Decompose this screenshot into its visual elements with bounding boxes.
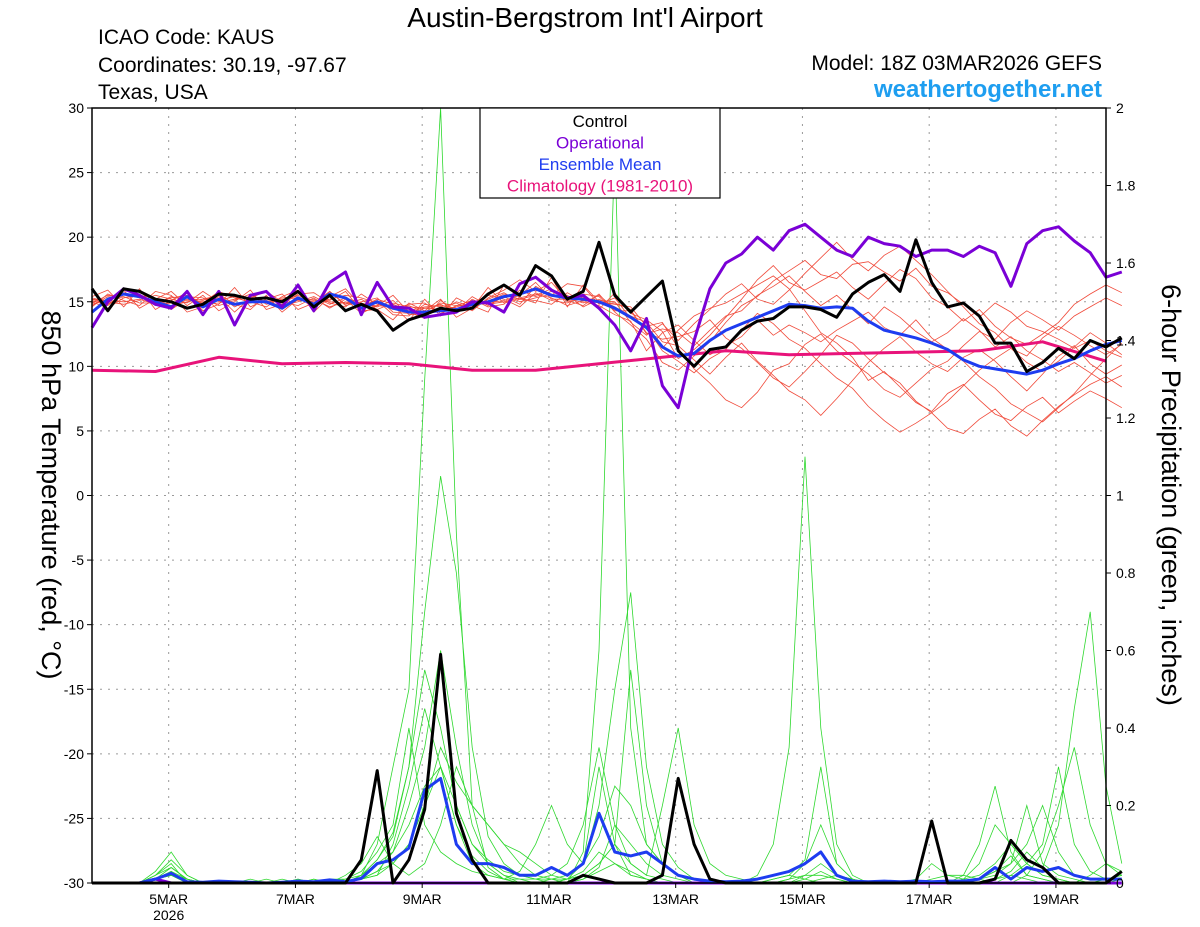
- y2-axis-label: 6-hour Precipitation (green, inches): [1156, 284, 1186, 706]
- x-tick-label: 13MAR: [652, 891, 699, 907]
- chart-title: Austin-Bergstrom Int'l Airport: [407, 2, 763, 33]
- legend-entry: Operational: [556, 134, 644, 153]
- coordinates: Coordinates: 30.19, -97.67: [98, 54, 347, 77]
- x-tick-label: 9MAR: [403, 891, 442, 907]
- y2-tick-label: 2: [1116, 100, 1124, 116]
- y2-tick-label: 1.6: [1116, 255, 1136, 271]
- y-axis-label: 850 hPa Temperature (red, °C): [36, 311, 66, 680]
- y2-tick-label: 0.2: [1116, 798, 1136, 814]
- x-tick-label: 5MAR: [149, 891, 188, 907]
- y2-tick-label: 1.2: [1116, 410, 1136, 426]
- x-tick-label: 15MAR: [779, 891, 826, 907]
- y-tick-label: 25: [68, 165, 84, 181]
- y-tick-label: 30: [68, 100, 84, 116]
- x-tick-label: 7MAR: [276, 891, 315, 907]
- climatology-1981-2010-line: [91, 340, 1107, 373]
- y2-tick-label: 0.6: [1116, 643, 1136, 659]
- legend-entry: Climatology (1981-2010): [507, 177, 693, 196]
- y-tick-label: 10: [68, 358, 84, 374]
- y2-tick-label: 0: [1116, 875, 1124, 891]
- ensemble-mean-line: [91, 287, 1123, 376]
- region: Texas, USA: [98, 81, 208, 104]
- y-tick-label: -25: [64, 810, 84, 826]
- y-tick-label: -10: [64, 617, 84, 633]
- x-tick-year: 2026: [153, 907, 184, 923]
- legend-entry: Ensemble Mean: [539, 155, 662, 174]
- operational-line: [90, 222, 1123, 410]
- legend: Control Operational Ensemble Mean Climatolo…: [479, 107, 721, 199]
- y2-tick-label: 0.8: [1116, 565, 1136, 581]
- legend-entry: Control: [573, 112, 628, 131]
- y-tick-label: -20: [64, 746, 84, 762]
- x-tick-label: 19MAR: [1033, 891, 1080, 907]
- y2-tick-label: 0.4: [1116, 720, 1136, 736]
- legend-box: [479, 107, 721, 199]
- model-run: Model: 18Z 03MAR2026 GEFS: [811, 52, 1102, 75]
- icao-code: ICAO Code: KAUS: [98, 26, 275, 49]
- y2-tick-label: 1.4: [1116, 333, 1136, 349]
- x-tick-label: 11MAR: [526, 891, 572, 907]
- y-tick-label: -15: [64, 681, 84, 697]
- y-tick-label: 0: [76, 488, 84, 504]
- y2-tick-label: 1: [1116, 488, 1124, 504]
- y-tick-label: -30: [64, 875, 84, 891]
- axis-ticks: 302520151050-5-10-15-20-25-3021.81.61.41…: [64, 100, 1136, 923]
- y-tick-label: 15: [68, 294, 84, 310]
- x-tick-label: 17MAR: [906, 891, 953, 907]
- y2-tick-label: 1.8: [1116, 178, 1136, 194]
- y-tick-label: 20: [68, 229, 84, 245]
- website-link[interactable]: weathertogether.net: [873, 76, 1102, 103]
- y-tick-label: 5: [76, 423, 84, 439]
- control-line: [90, 238, 1123, 373]
- y-tick-label: -5: [72, 552, 85, 568]
